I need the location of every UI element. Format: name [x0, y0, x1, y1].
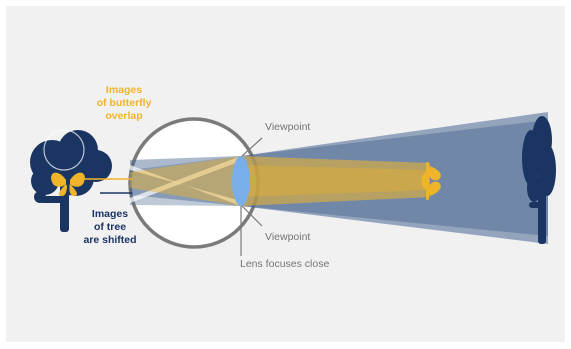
butterfly-label-line1: Images [105, 84, 143, 96]
tree-label-line2: of tree [93, 221, 127, 233]
viewpoint-top-pointer [241, 137, 263, 157]
ray-cross-b [130, 165, 241, 206]
butterfly-label-line2: of butterfly [96, 97, 152, 109]
far-butterfly-icon [421, 162, 441, 200]
lens-icon [232, 156, 250, 206]
far-beam-gold-inner [241, 165, 430, 197]
tree-label-line3: are shifted [83, 234, 137, 246]
far-beam-gold [241, 156, 430, 206]
lens-caption-label: Lens focuses close [240, 258, 330, 270]
viewpoint-bottom-pointer [241, 205, 263, 227]
viewpoint-top-label: Viewpoint [265, 121, 311, 133]
butterfly-label-line3: overlap [105, 110, 143, 122]
far-tree-icon [522, 116, 556, 244]
tree-shifted-label: Images of tree are shifted [70, 208, 150, 247]
tree-outline-detail [43, 129, 85, 171]
eye-beam-gold [130, 156, 241, 206]
butterfly-overlap-label: Images of butterfly overlap [84, 84, 164, 123]
viewpoint-bottom-label: Viewpoint [265, 231, 311, 243]
tree-label-line1: Images [91, 208, 129, 220]
ray-cross-a [130, 156, 241, 203]
butterfly-icon [51, 172, 85, 196]
